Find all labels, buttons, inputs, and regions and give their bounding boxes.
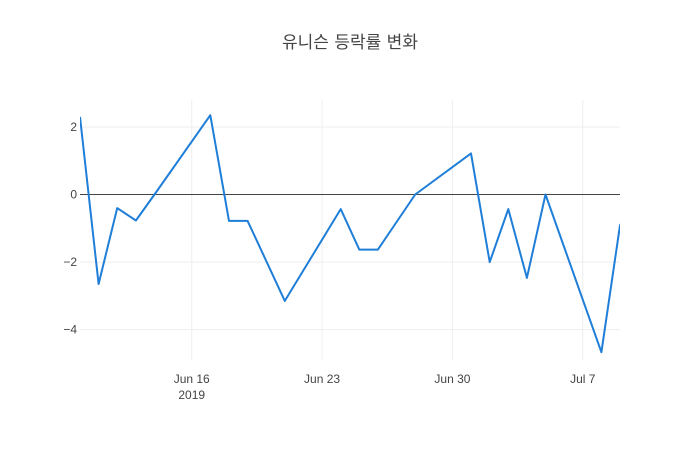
x-tick-label: Jun 23 <box>304 372 340 386</box>
y-tick-label: −4 <box>63 323 77 337</box>
x-tick-label: Jul 7 <box>570 372 596 386</box>
chart-title: 유니슨 등락률 변화 <box>282 33 418 53</box>
series-line <box>80 114 620 354</box>
x-tick-label: Jun 16 <box>174 372 210 386</box>
y-tick-label: 0 <box>70 188 77 202</box>
grid-layer <box>80 100 620 360</box>
y-tick-label: −2 <box>63 255 77 269</box>
y-tick-label: 2 <box>70 120 77 134</box>
axis-layer: Jun 16 2019 Jun 23 Jun 30 Jul 7 2 0 −2 −4 <box>63 120 595 402</box>
series-layer <box>80 114 620 354</box>
x-tick-label: Jun 30 <box>434 372 470 386</box>
x-tick-year-label: 2019 <box>178 388 205 402</box>
